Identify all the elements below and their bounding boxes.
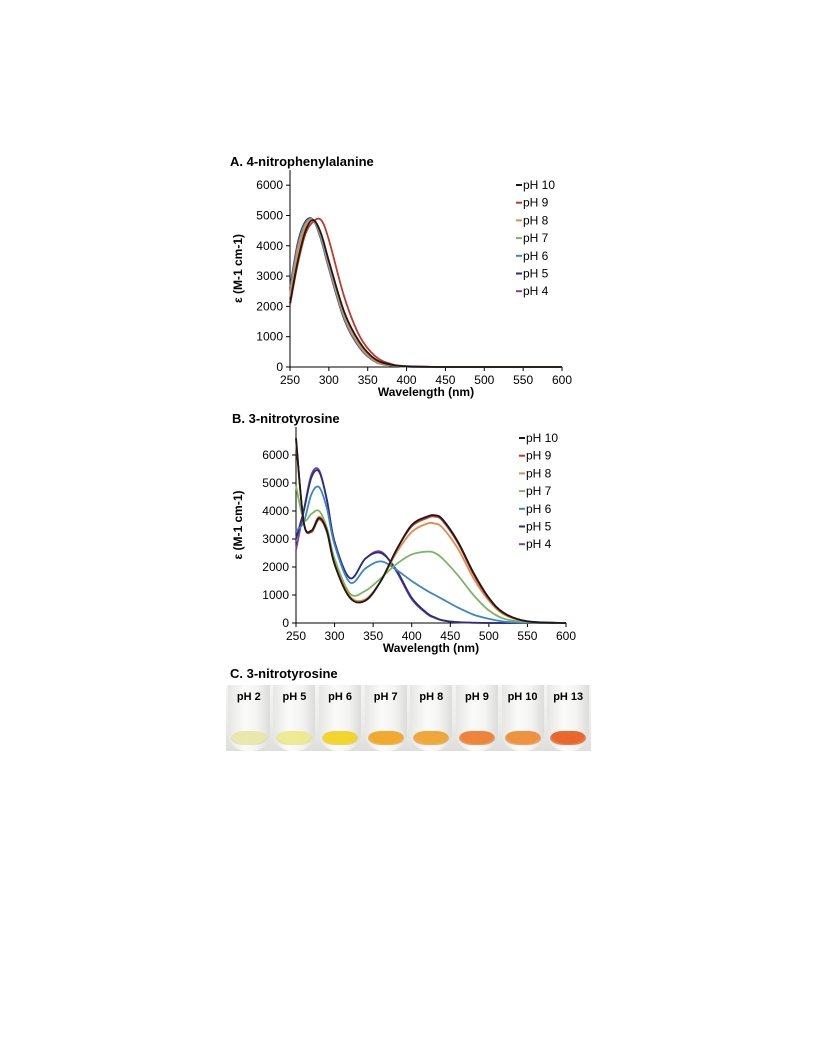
series-line [295, 485, 567, 624]
x-tick-label: 550 [517, 629, 537, 643]
vial: pH 2 [227, 685, 270, 751]
vial: pH 10 [501, 685, 544, 751]
x-tick-label: 400 [402, 629, 422, 643]
x-tick-label: 500 [479, 629, 499, 643]
series-line [289, 217, 562, 368]
vial: pH 8 [410, 685, 453, 751]
vial: pH 7 [364, 685, 407, 751]
vial-liquid [367, 731, 404, 745]
vial-label: pH 8 [419, 691, 444, 703]
legend-entry: pH 6 [526, 502, 552, 516]
vial-label: pH 2 [236, 691, 261, 703]
vial-label: pH 13 [553, 691, 584, 703]
legend-entry: pH 6 [523, 249, 549, 263]
legend-entry: pH 5 [523, 267, 549, 281]
x-tick-label: 250 [280, 373, 300, 387]
chart-a: 0 1000 2000 3000 4000 5000 6000 250 300 350 400 450… [231, 170, 572, 399]
y-tick-label: 0 [276, 360, 283, 374]
series-line [295, 485, 567, 624]
vial-liquid [458, 731, 495, 745]
vial-liquid [322, 731, 359, 745]
legend-entry: pH 9 [526, 449, 552, 463]
y-tick-label: 1000 [256, 330, 283, 344]
vial: pH 6 [319, 685, 362, 751]
y-tick-label: 5000 [256, 208, 283, 222]
x-tick-label: 450 [440, 629, 460, 643]
panel-c-title: C. 3-nitrotyrosine [230, 666, 338, 681]
x-tick-label: 250 [286, 629, 306, 643]
y-tick-label: 4000 [262, 504, 289, 518]
series-line [289, 219, 562, 368]
panel-a-title: A. 4-nitrophenylalanine [230, 154, 374, 169]
vial-liquid [550, 731, 587, 745]
y-tick-label: 6000 [256, 178, 283, 192]
y-tick-label: 2000 [262, 560, 289, 574]
legend-entry: pH 10 [526, 431, 558, 445]
x-axis-label: Wavelength (nm) [383, 641, 479, 655]
chart-b: 0 1000 2000 3000 4000 5000 6000 250 300 350 400 450… [231, 427, 576, 655]
y-axis-label: ε (M-1 cm-1) [231, 490, 245, 559]
series-line [295, 438, 567, 624]
vial: pH 5 [273, 685, 316, 751]
y-tick-label: 6000 [262, 448, 289, 462]
y-tick-label: 4000 [256, 239, 283, 253]
legend-entry: pH 9 [523, 196, 549, 210]
y-tick-label: 0 [282, 616, 289, 630]
series-line [289, 217, 562, 368]
series-line [289, 217, 562, 368]
y-tick-label: 3000 [262, 532, 289, 546]
x-axis-label: Wavelength (nm) [378, 385, 474, 399]
vial-liquid [230, 731, 267, 745]
vial-label: pH 9 [465, 691, 489, 703]
x-tick-label: 400 [397, 373, 417, 387]
x-tick-label: 300 [319, 373, 339, 387]
x-tick-label: 350 [358, 373, 378, 387]
vial-liquid [276, 731, 313, 745]
legend-entry: pH 10 [523, 178, 555, 192]
y-tick-label: 2000 [256, 299, 283, 313]
legend-entry: pH 7 [526, 484, 552, 498]
legend-entry: pH 4 [526, 537, 552, 551]
series-line [295, 469, 566, 624]
y-tick-label: 1000 [262, 588, 289, 602]
vial-label: pH 5 [282, 691, 307, 703]
legend-entry: pH 4 [523, 284, 549, 298]
vial-label: pH 10 [507, 691, 538, 703]
series-line [289, 218, 562, 368]
y-axis-label: ε (M-1 cm-1) [231, 234, 245, 303]
legend-entry: pH 8 [526, 466, 552, 480]
y-tick-label: 5000 [262, 476, 289, 490]
series-line [289, 218, 562, 368]
vial: pH 9 [455, 685, 498, 751]
vial-label: pH 6 [328, 691, 352, 703]
vial-label: pH 7 [373, 691, 398, 703]
vial-liquid [413, 731, 450, 745]
x-tick-label: 300 [325, 629, 345, 643]
legend-entry: pH 5 [526, 520, 552, 534]
series-line [295, 440, 567, 624]
x-tick-label: 500 [474, 373, 494, 387]
series-line [289, 217, 562, 368]
x-tick-label: 450 [435, 373, 455, 387]
x-tick-label: 350 [363, 629, 383, 643]
x-tick-label: 600 [556, 629, 576, 643]
legend-entry: pH 7 [523, 231, 549, 245]
y-tick-label: 3000 [256, 269, 283, 283]
vial: pH 13 [547, 685, 590, 751]
legend-entry: pH 8 [523, 213, 549, 227]
x-tick-label: 600 [552, 373, 572, 387]
panel-b-title: B. 3-nitrotyrosine [232, 411, 340, 426]
x-tick-label: 550 [513, 373, 533, 387]
vial-liquid [504, 731, 541, 745]
vials-photo: pH 2 pH 5 pH 6 pH 7 pH 8 pH 9 pH 10 pH 13 [226, 685, 591, 751]
